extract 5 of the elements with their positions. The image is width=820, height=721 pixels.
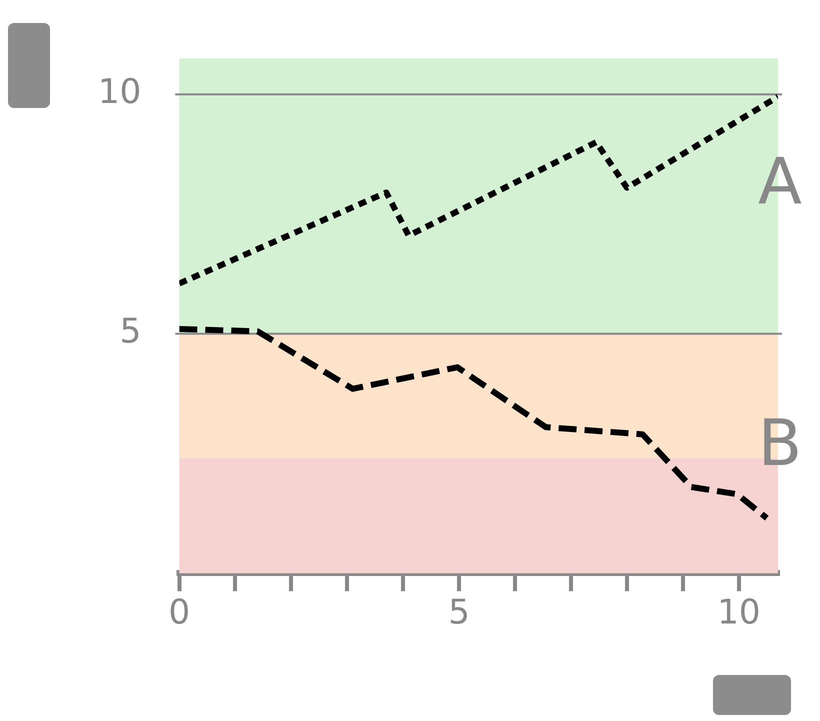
series-label: A: [758, 145, 802, 220]
x-tick-label: 10: [717, 592, 760, 632]
series-label: B: [758, 406, 802, 481]
x-tick-label: 0: [168, 592, 190, 632]
x-tick-label: 5: [448, 592, 470, 632]
